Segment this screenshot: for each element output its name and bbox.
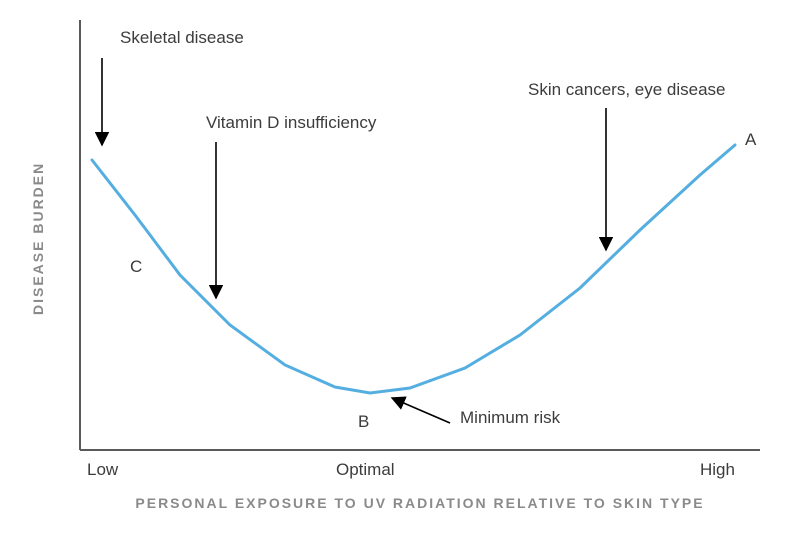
x-tick-high: High: [700, 460, 735, 480]
x-tick-optimal: Optimal: [336, 460, 395, 480]
point-label-a: A: [745, 130, 756, 150]
point-label-b: B: [358, 412, 369, 432]
point-label-c: C: [130, 257, 142, 277]
uv-disease-chart: DISEASE BURDEN PERSONAL EXPOSURE TO UV R…: [0, 0, 800, 536]
x-axis-title: PERSONAL EXPOSURE TO UV RADIATION RELATI…: [80, 495, 760, 511]
annotation-skincancer: Skin cancers, eye disease: [528, 80, 726, 100]
annotation-vitamind: Vitamin D insufficiency: [206, 113, 376, 133]
annotation-skeletal: Skeletal disease: [120, 28, 244, 48]
annotation-minrisk: Minimum risk: [460, 408, 560, 428]
y-axis-title: DISEASE BURDEN: [30, 162, 46, 315]
x-tick-low: Low: [87, 460, 118, 480]
